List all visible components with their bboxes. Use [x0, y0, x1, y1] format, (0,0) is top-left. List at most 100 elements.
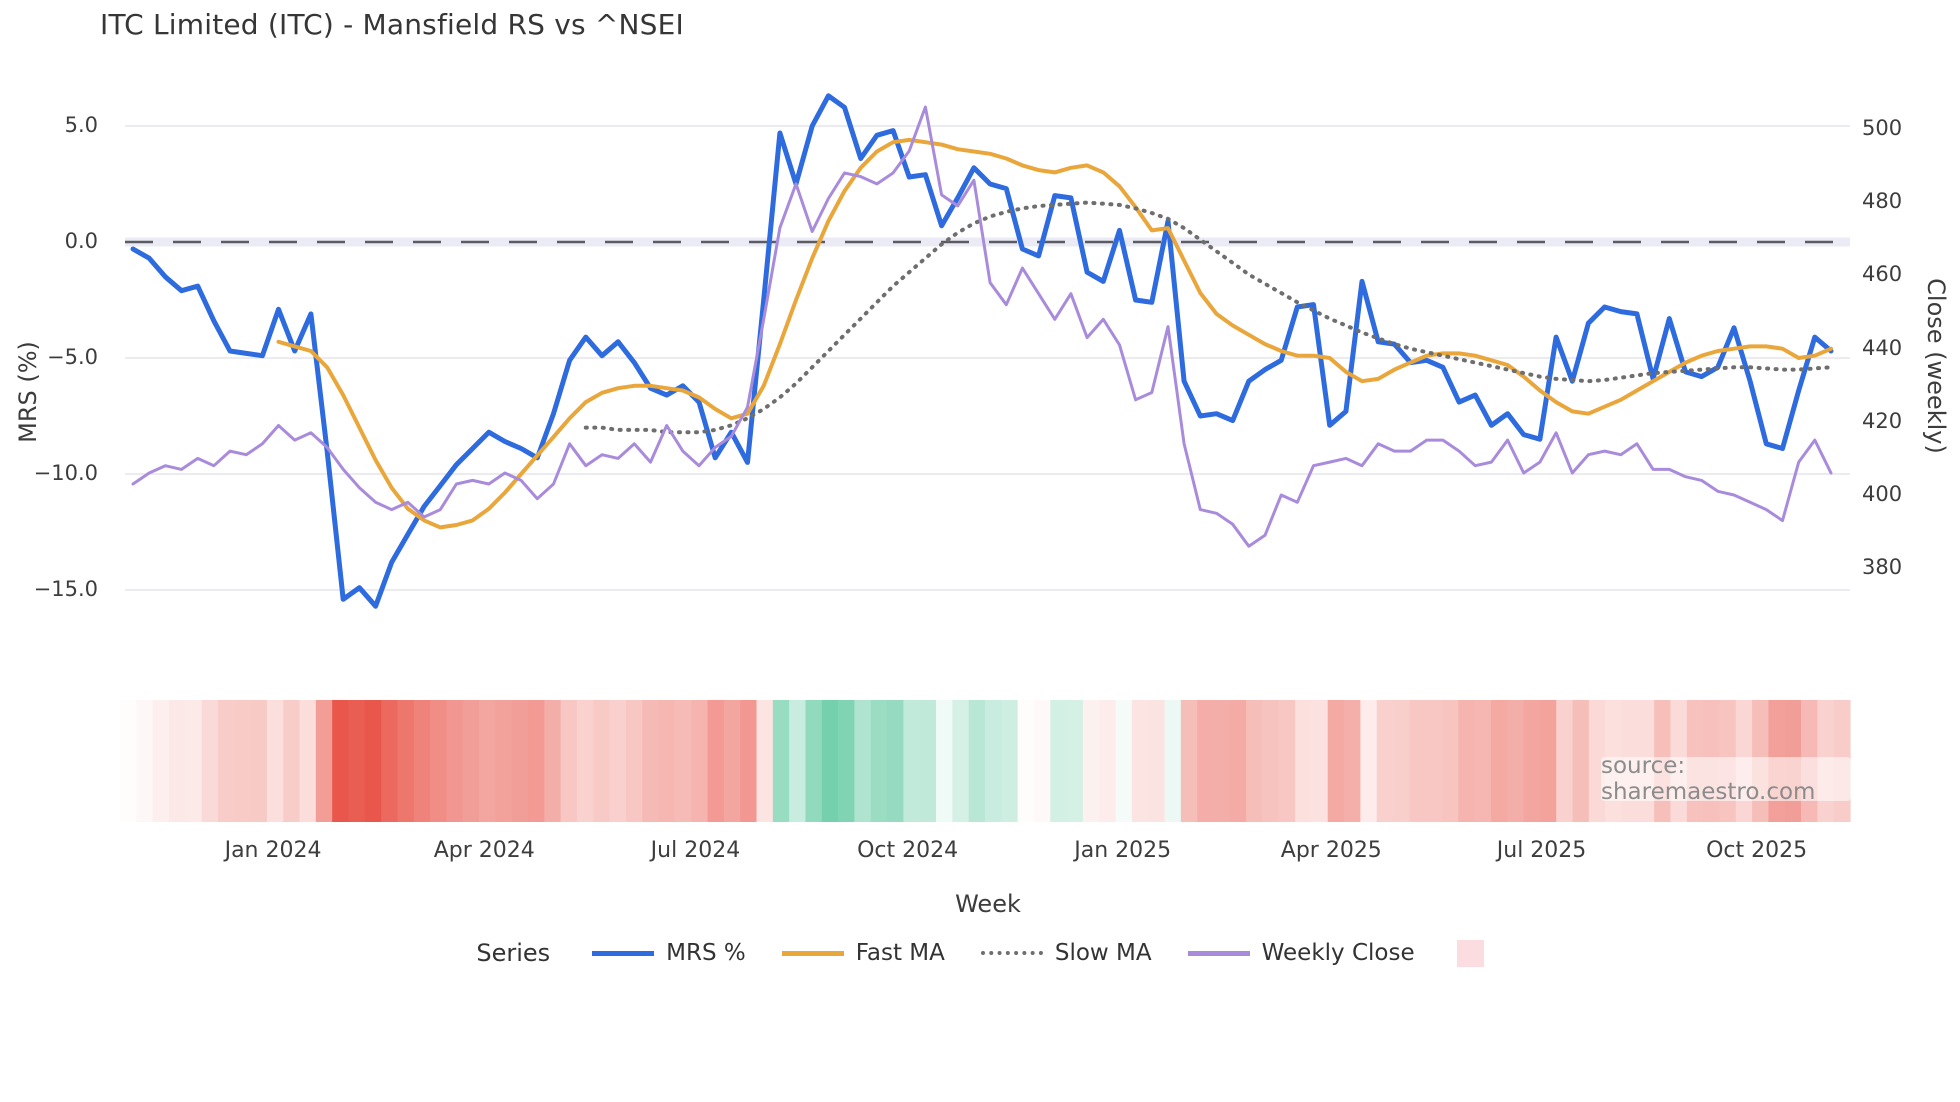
heatmap-cell	[560, 700, 578, 822]
heatmap-cell	[120, 700, 137, 822]
x-tick: Jan 2024	[224, 838, 322, 863]
heatmap-cell	[887, 700, 904, 822]
heatmap-cell	[397, 700, 415, 822]
legend-item-fast-ma: Fast MA	[781, 940, 945, 966]
heatmap-cell	[1148, 700, 1166, 822]
heatmap-cell	[1490, 700, 1508, 822]
heatmap-cell	[1474, 700, 1492, 822]
series-line-fast-ma	[276, 137, 1833, 530]
x-axis-title: Week	[955, 890, 1021, 918]
heatmap-cell	[1246, 700, 1264, 822]
heatmap-cell	[674, 700, 692, 822]
heatmap-cell	[985, 700, 1002, 822]
chart-title: ITC Limited (ITC) - Mansfield RS vs ^NSE…	[100, 8, 684, 41]
heatmap-cell	[315, 700, 333, 822]
heatmap-cell	[772, 700, 790, 822]
y-left-tick: −15.0	[33, 577, 98, 601]
heatmap-cell	[332, 700, 350, 822]
heatmap-cell	[1344, 700, 1361, 822]
y-right-tick: 400	[1862, 482, 1903, 506]
series-line-slow-ma	[583, 200, 1833, 435]
heatmap-cell	[1409, 700, 1427, 822]
heatmap-cell	[1213, 700, 1231, 822]
legend-line-sample	[592, 950, 655, 956]
heatmap-cell	[952, 700, 970, 822]
y-left-tick: 5.0	[64, 113, 98, 137]
legend-item-weekly-close: Weekly Close	[1187, 940, 1415, 966]
y-right-tick: 420	[1862, 408, 1903, 433]
heatmap-cell	[642, 700, 660, 822]
y-right-axis-title: Close (weekly)	[1922, 278, 1950, 454]
heatmap-cell	[528, 700, 545, 822]
heatmap-cell	[919, 700, 937, 822]
heatmap-cell	[430, 700, 448, 822]
heatmap-cell	[658, 700, 676, 822]
heatmap-cell	[1327, 700, 1345, 822]
legend-item-slow-ma: Slow MA	[980, 940, 1152, 966]
heatmap-cell	[234, 700, 252, 822]
heatmap-cell	[1229, 700, 1247, 822]
y-right-tick: 500	[1862, 116, 1903, 140]
heatmap-cell	[1001, 700, 1019, 822]
heatmap-cell	[1066, 700, 1084, 822]
heatmap-cell	[348, 700, 366, 822]
heatmap-cell	[413, 700, 431, 822]
y-right-tick: 380	[1862, 555, 1903, 580]
heatmap-cell	[1295, 700, 1313, 822]
heatmap-cell	[495, 700, 513, 822]
heatmap-cell	[544, 700, 562, 822]
watermark: source: sharemaestro.com	[1601, 753, 1851, 805]
heatmap-cell	[250, 700, 268, 822]
heatmap-cell	[903, 700, 921, 822]
legend-line-sample	[1187, 950, 1250, 956]
heatmap-cell	[136, 700, 154, 822]
heatmap-cell	[1393, 700, 1410, 822]
heatmap-cell	[576, 700, 594, 822]
y-left-tick: 0.0	[64, 229, 98, 253]
heatmap-cell	[1082, 700, 1100, 822]
heatmap-cell	[1262, 700, 1280, 822]
x-tick: Jul 2025	[1496, 838, 1587, 863]
heatmap-cell	[756, 700, 774, 822]
heatmap-cell	[1278, 700, 1296, 822]
y-left-tick: −10.0	[33, 461, 98, 485]
heatmap-cell	[854, 700, 872, 822]
y-right-tick: 460	[1862, 262, 1903, 287]
heatmap-cell	[1115, 700, 1133, 822]
heatmap-cell	[1099, 700, 1117, 822]
heatmap-cell	[1360, 700, 1378, 822]
heatmap-cell	[1050, 700, 1068, 822]
heatmap-cell	[1164, 700, 1182, 822]
heatmap-cell	[266, 700, 284, 822]
heatmap-cell	[838, 700, 856, 822]
heatmap-cell	[968, 700, 986, 822]
heatmap-cell	[1180, 700, 1198, 822]
heatmap-cell	[462, 700, 480, 822]
heatmap-cell	[446, 700, 464, 822]
heatmap-cell	[217, 700, 235, 822]
heatmap-cell	[593, 700, 611, 822]
heatmap-cell	[1197, 700, 1215, 822]
heatmap-cell	[1458, 700, 1476, 822]
heatmap-cell	[1556, 700, 1574, 822]
heatmap-cell	[1539, 700, 1557, 822]
legend-item-label: Slow MA	[1054, 940, 1152, 966]
heatmap-cell	[479, 700, 496, 822]
legend-title: Series	[476, 939, 551, 967]
heatmap-cell	[870, 700, 888, 822]
zero-band	[125, 237, 1850, 247]
heatmap-cell	[789, 700, 807, 822]
y-left-axis-title: MRS (%)	[14, 341, 42, 443]
heatmap-cell	[364, 700, 382, 822]
legend-item-label: Fast MA	[855, 940, 945, 966]
heatmap-cell	[511, 700, 529, 822]
heatmap-cell	[1572, 700, 1590, 822]
x-tick: Oct 2025	[1706, 838, 1808, 863]
legend-item-label: MRS %	[666, 940, 746, 966]
heatmap-cell	[740, 700, 758, 822]
heatmap-cell	[1523, 700, 1541, 822]
heatmap-cell	[1376, 700, 1394, 822]
heatmap-cell	[1017, 700, 1035, 822]
legend: Series MRS % Fast MA Slow MA Weekly Close	[0, 930, 1960, 976]
